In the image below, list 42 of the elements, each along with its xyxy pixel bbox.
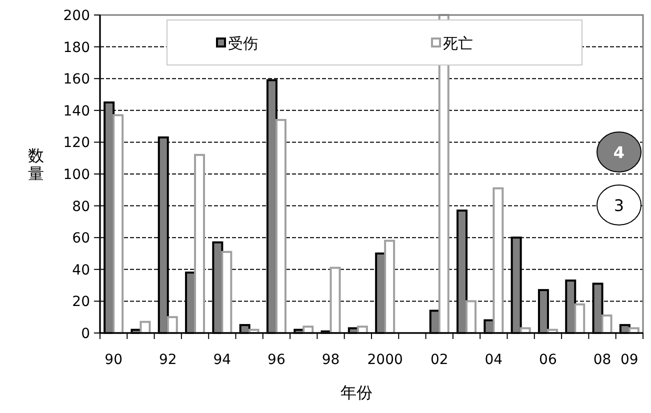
bar	[166, 316, 178, 334]
y-tick-label: 80	[72, 198, 90, 215]
bar	[384, 240, 396, 334]
x-tick-label: 06	[539, 352, 557, 368]
x-tick-label: 02	[430, 352, 448, 368]
bar	[112, 114, 124, 334]
x-tick-label: 96	[268, 352, 286, 368]
y-axis-title: 数量	[28, 146, 44, 183]
x-tick-label: 2000	[367, 352, 403, 368]
y-tick-label: 200	[63, 8, 90, 24]
annotation: 3	[596, 184, 642, 226]
annotation: 4	[596, 132, 642, 172]
bar	[330, 266, 341, 334]
annotation: 4	[613, 143, 625, 162]
legend-label: 死亡	[443, 34, 473, 52]
y-tick-label: 180	[63, 40, 90, 56]
y-tick-label: 0	[81, 326, 90, 342]
legend-label: 受伤	[228, 34, 258, 52]
x-axis-title: 年份	[340, 383, 372, 402]
x-tick-label: 94	[213, 352, 232, 368]
x-tick-label: 04	[484, 352, 503, 368]
y-tick-label: 20	[72, 294, 90, 310]
y-tick-label: 100	[63, 167, 90, 183]
bar	[275, 118, 286, 334]
y-tick-label: 40	[72, 262, 90, 278]
x-tick-label: 09	[620, 352, 638, 368]
x-tick-label: 92	[158, 352, 177, 368]
y-tick-label: 140	[63, 103, 90, 120]
y-tick-label: 160	[63, 72, 90, 88]
bar	[574, 303, 586, 334]
y-tick-label: 120	[63, 135, 90, 152]
bar	[466, 300, 477, 334]
bar	[140, 320, 151, 334]
x-tick-label: 08	[593, 352, 612, 368]
bar	[194, 154, 206, 334]
annotation: 3	[614, 196, 624, 215]
bar	[221, 250, 232, 334]
x-tick-label: 98	[322, 352, 340, 368]
bar	[601, 314, 612, 334]
x-tick-label: 90	[104, 352, 122, 368]
y-tick-label: 60	[72, 230, 90, 247]
bar	[492, 187, 504, 334]
